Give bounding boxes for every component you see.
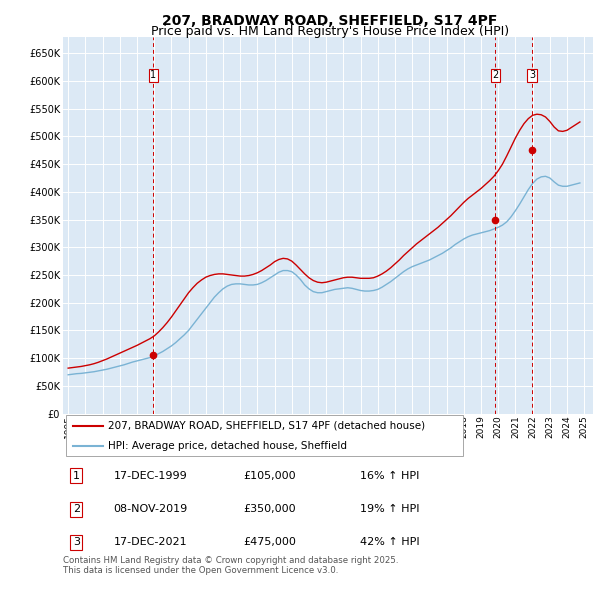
Text: 3: 3 <box>529 70 535 80</box>
Text: 1: 1 <box>73 471 80 481</box>
Text: 1: 1 <box>151 70 157 80</box>
Text: 08-NOV-2019: 08-NOV-2019 <box>113 504 188 514</box>
Text: 2: 2 <box>493 70 499 80</box>
Text: 207, BRADWAY ROAD, SHEFFIELD, S17 4PF: 207, BRADWAY ROAD, SHEFFIELD, S17 4PF <box>163 14 497 28</box>
Text: 16% ↑ HPI: 16% ↑ HPI <box>359 471 419 481</box>
Text: £350,000: £350,000 <box>243 504 296 514</box>
Text: Contains HM Land Registry data © Crown copyright and database right 2025.
This d: Contains HM Land Registry data © Crown c… <box>63 556 398 575</box>
Text: 19% ↑ HPI: 19% ↑ HPI <box>359 504 419 514</box>
Text: £105,000: £105,000 <box>243 471 296 481</box>
Text: 17-DEC-1999: 17-DEC-1999 <box>113 471 187 481</box>
Text: Price paid vs. HM Land Registry's House Price Index (HPI): Price paid vs. HM Land Registry's House … <box>151 25 509 38</box>
Text: 207, BRADWAY ROAD, SHEFFIELD, S17 4PF (detached house): 207, BRADWAY ROAD, SHEFFIELD, S17 4PF (d… <box>108 421 425 431</box>
Text: HPI: Average price, detached house, Sheffield: HPI: Average price, detached house, Shef… <box>108 441 347 451</box>
Text: 42% ↑ HPI: 42% ↑ HPI <box>359 537 419 548</box>
Text: 17-DEC-2021: 17-DEC-2021 <box>113 537 187 548</box>
Text: £475,000: £475,000 <box>243 537 296 548</box>
Text: 3: 3 <box>73 537 80 548</box>
Text: 2: 2 <box>73 504 80 514</box>
FancyBboxPatch shape <box>65 415 463 457</box>
